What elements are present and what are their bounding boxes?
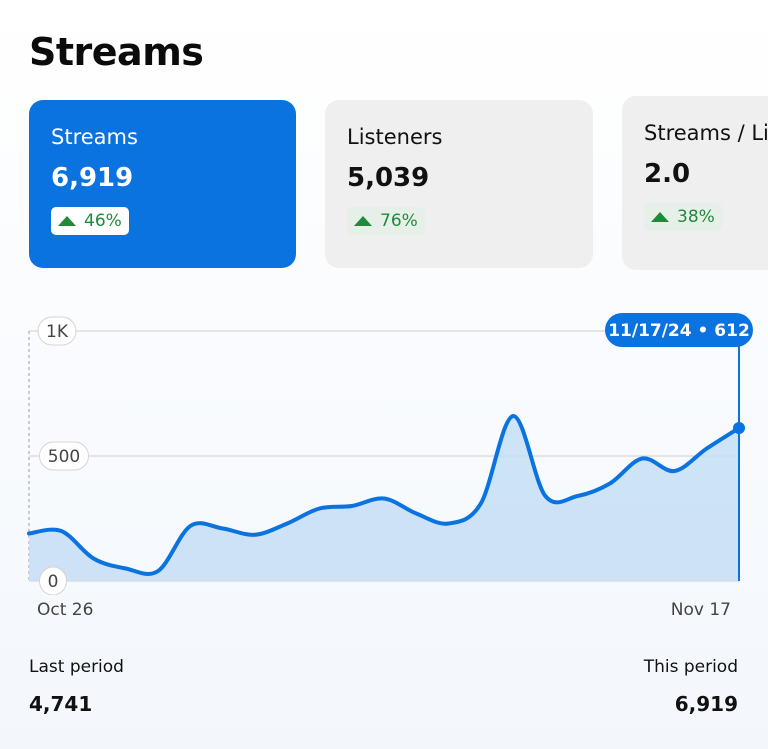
- change-badge: 38%: [644, 203, 722, 231]
- last-period-label: Last period: [29, 657, 124, 677]
- card-value: 6,919: [51, 163, 134, 193]
- card-label: Streams / Li: [644, 121, 768, 145]
- card-label: Streams: [51, 125, 138, 149]
- y-tick-label: 500: [48, 447, 80, 467]
- tooltip-text: 11/17/24 • 612: [608, 321, 750, 341]
- page-title: Streams: [29, 30, 204, 74]
- arrow-up-icon: [651, 212, 669, 222]
- y-tick: 0: [39, 566, 67, 595]
- tooltip-bubble: [605, 313, 753, 347]
- change-badge: 46%: [51, 207, 129, 235]
- card-label: Listeners: [347, 125, 443, 149]
- area-fill: [29, 415, 739, 581]
- y-tick-label: 1K: [46, 322, 69, 342]
- change-value: 38%: [677, 207, 715, 227]
- y-tick: 1K: [37, 316, 77, 346]
- change-value: 46%: [84, 211, 122, 231]
- streams-chart[interactable]: 0 500 1K 11/17/24 • 612: [0, 300, 768, 595]
- y-tick-pill: [39, 441, 89, 471]
- y-tick-pill: [37, 316, 77, 346]
- change-badge: 76%: [347, 207, 425, 235]
- series-line: [27, 414, 741, 576]
- arrow-up-icon: [354, 216, 372, 226]
- change-value: 76%: [380, 211, 418, 231]
- y-tick-label: 0: [48, 572, 59, 592]
- this-period-value: 6,919: [674, 692, 738, 716]
- last-period-value: 4,741: [29, 692, 93, 716]
- y-tick: 500: [39, 441, 89, 471]
- y-tick-pill: [39, 566, 67, 595]
- card-value: 5,039: [347, 163, 430, 193]
- this-period-label: This period: [643, 657, 738, 677]
- arrow-up-icon: [58, 216, 76, 226]
- card-value: 2.0: [644, 159, 691, 189]
- card-streams[interactable]: Streams 6,919 46%: [29, 100, 296, 268]
- card-streams-per-listener[interactable]: Streams / Li 2.0 38%: [622, 96, 768, 270]
- x-end-label: Nov 17: [670, 600, 731, 620]
- x-start-label: Oct 26: [37, 600, 94, 620]
- card-listeners[interactable]: Listeners 5,039 76%: [325, 100, 593, 268]
